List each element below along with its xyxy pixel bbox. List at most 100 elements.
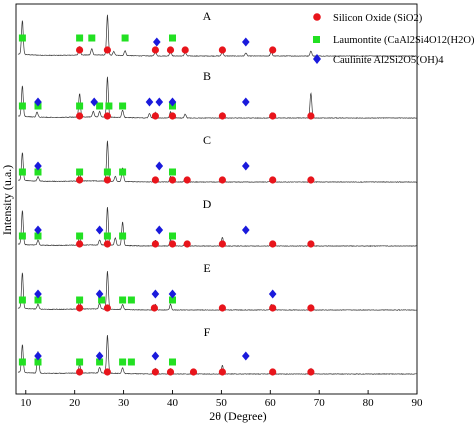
pattern-b-caulinite-marker-3 [155, 97, 164, 107]
pattern-b-laumontite-marker-2 [76, 102, 84, 110]
pattern-d-laumontite-marker-2 [76, 232, 84, 240]
pattern-c-silicon-oxide-marker-4 [183, 176, 191, 184]
patterns-layer: A B C D E F [17, 9, 418, 375]
pattern-c-laumontite-marker-1 [34, 168, 42, 176]
pattern-e-laumontite-marker-2 [76, 296, 84, 304]
x-tick-label-10: 10 [20, 397, 32, 409]
pattern-b-laumontite-marker-4 [105, 102, 113, 110]
pattern-f-laumontite-marker-0 [18, 358, 26, 366]
pattern-c-silicon-oxide-marker-7 [307, 176, 315, 184]
x-tick-label-70: 70 [314, 397, 326, 409]
pattern-b-laumontite-marker-5 [119, 102, 127, 110]
pattern-a-silicon-oxide-marker-4 [181, 46, 189, 54]
pattern-f-caulinite-marker-3 [242, 351, 250, 361]
pattern-e-laumontite-marker-0 [18, 296, 26, 304]
pattern-f-caulinite-marker-2 [151, 351, 160, 361]
pattern-f-silicon-oxide-marker-7 [307, 368, 315, 376]
pattern-d-caulinite-marker-2 [155, 225, 164, 235]
pattern-a-silicon-oxide-marker-0 [76, 46, 84, 54]
pattern-b-silicon-oxide-marker-4 [218, 112, 226, 120]
pattern-c-laumontite-marker-5 [169, 168, 176, 176]
pattern-c-laumontite-marker-2 [76, 168, 84, 176]
x-axis-title: 2θ (Degree) [209, 409, 266, 423]
pattern-f-laumontite-marker-3 [96, 358, 104, 366]
pattern-a-laumontite-marker-4 [169, 34, 176, 42]
x-tick-label-20: 20 [69, 397, 81, 409]
pattern-b-caulinite-marker-5 [242, 97, 250, 107]
pattern-e-line [17, 271, 418, 311]
pattern-d-laumontite-marker-3 [103, 232, 111, 240]
pattern-e-silicon-oxide-marker-4 [269, 304, 277, 312]
pattern-c-line [18, 140, 418, 183]
pattern-e-laumontite-marker-3 [98, 296, 106, 304]
legend: Silicon Oxide (SiO2) Laumontite (CaAl2Si… [313, 13, 474, 66]
pattern-a-caulinite-marker-0 [153, 37, 161, 47]
pattern-d-silicon-oxide-marker-0 [76, 240, 84, 248]
pattern-a-label: A [203, 9, 212, 23]
pattern-d-label: D [203, 197, 212, 211]
pattern-a-laumontite-marker-3 [121, 34, 129, 42]
pattern-b-silicon-oxide-marker-1 [103, 112, 111, 120]
pattern-a-laumontite-marker-1 [76, 34, 84, 42]
pattern-c-silicon-oxide-marker-1 [103, 176, 111, 184]
pattern-b-silicon-oxide-marker-2 [151, 112, 159, 120]
pattern-d-silicon-oxide-marker-6 [269, 240, 277, 248]
pattern-b-silicon-oxide-marker-5 [269, 112, 277, 120]
pattern-b-laumontite-marker-0 [18, 102, 26, 110]
pattern-e-silicon-oxide-marker-1 [103, 304, 111, 312]
pattern-b-silicon-oxide-marker-6 [307, 112, 315, 120]
pattern-e-silicon-oxide-marker-3 [218, 304, 226, 312]
pattern-c-silicon-oxide-marker-3 [168, 176, 177, 184]
y-axis-title: Intensity (u.a.) [0, 165, 14, 235]
x-tick-label-30: 30 [118, 397, 130, 409]
pattern-b-caulinite-marker-0 [34, 97, 42, 107]
pattern-a-line [17, 14, 418, 57]
x-tick-label-40: 40 [167, 397, 179, 409]
pattern-e-laumontite-marker-6 [169, 296, 176, 304]
pattern-f-silicon-oxide-marker-0 [76, 368, 84, 376]
pattern-f-line [17, 335, 418, 375]
pattern-d-laumontite-marker-4 [119, 232, 127, 240]
pattern-d-silicon-oxide-marker-2 [151, 240, 159, 248]
pattern-f-silicon-oxide-marker-2 [151, 368, 159, 376]
pattern-d-line [17, 207, 418, 247]
x-tick-label-60: 60 [265, 397, 277, 409]
pattern-a-laumontite-marker-0 [18, 34, 26, 42]
pattern-d-silicon-oxide-marker-3 [168, 240, 177, 248]
pattern-e-laumontite-marker-1 [34, 296, 42, 304]
pattern-e-laumontite-marker-4 [119, 296, 127, 304]
pattern-f-label: F [204, 325, 211, 339]
pattern-d-silicon-oxide-marker-7 [307, 240, 315, 248]
legend-caulinite-text: Caulinite Al2Si2O5(OH)4 [333, 55, 444, 66]
x-tick-label-90: 90 [412, 397, 424, 409]
pattern-f-laumontite-marker-4 [119, 358, 127, 366]
pattern-e-caulinite-marker-1 [95, 289, 104, 299]
pattern-a-silicon-oxide-marker-3 [166, 46, 175, 54]
pattern-f-caulinite-marker-0 [34, 351, 42, 361]
pattern-b-caulinite-marker-1 [90, 97, 98, 107]
pattern-c-silicon-oxide-marker-6 [269, 176, 277, 184]
pattern-f-silicon-oxide-marker-5 [218, 368, 226, 376]
pattern-a-silicon-oxide-marker-5 [218, 46, 226, 54]
pattern-b-caulinite-marker-2 [145, 97, 154, 107]
pattern-e-label: E [203, 261, 210, 275]
pattern-e-silicon-oxide-marker-2 [150, 304, 158, 312]
plot-frame [15, 3, 418, 395]
x-tick-label-50: 50 [216, 397, 228, 409]
pattern-c-silicon-oxide-marker-5 [218, 176, 226, 184]
pattern-f-laumontite-marker-5 [127, 358, 135, 366]
pattern-a-laumontite-marker-2 [88, 34, 96, 42]
pattern-a-silicon-oxide-marker-1 [103, 46, 111, 54]
pattern-c-caulinite-marker-1 [155, 161, 164, 171]
pattern-f-silicon-oxide-marker-1 [103, 368, 111, 376]
pattern-f-silicon-oxide-marker-3 [166, 368, 175, 376]
pattern-d-caulinite-marker-0 [34, 225, 42, 235]
pattern-e-caulinite-marker-0 [34, 289, 42, 299]
pattern-a-silicon-oxide-marker-2 [151, 46, 159, 54]
pattern-d-silicon-oxide-marker-4 [183, 240, 191, 248]
pattern-c-laumontite-marker-0 [18, 168, 26, 176]
pattern-e-caulinite-marker-2 [151, 289, 160, 299]
markers-layer [18, 34, 315, 376]
pattern-b-label: B [203, 69, 211, 83]
